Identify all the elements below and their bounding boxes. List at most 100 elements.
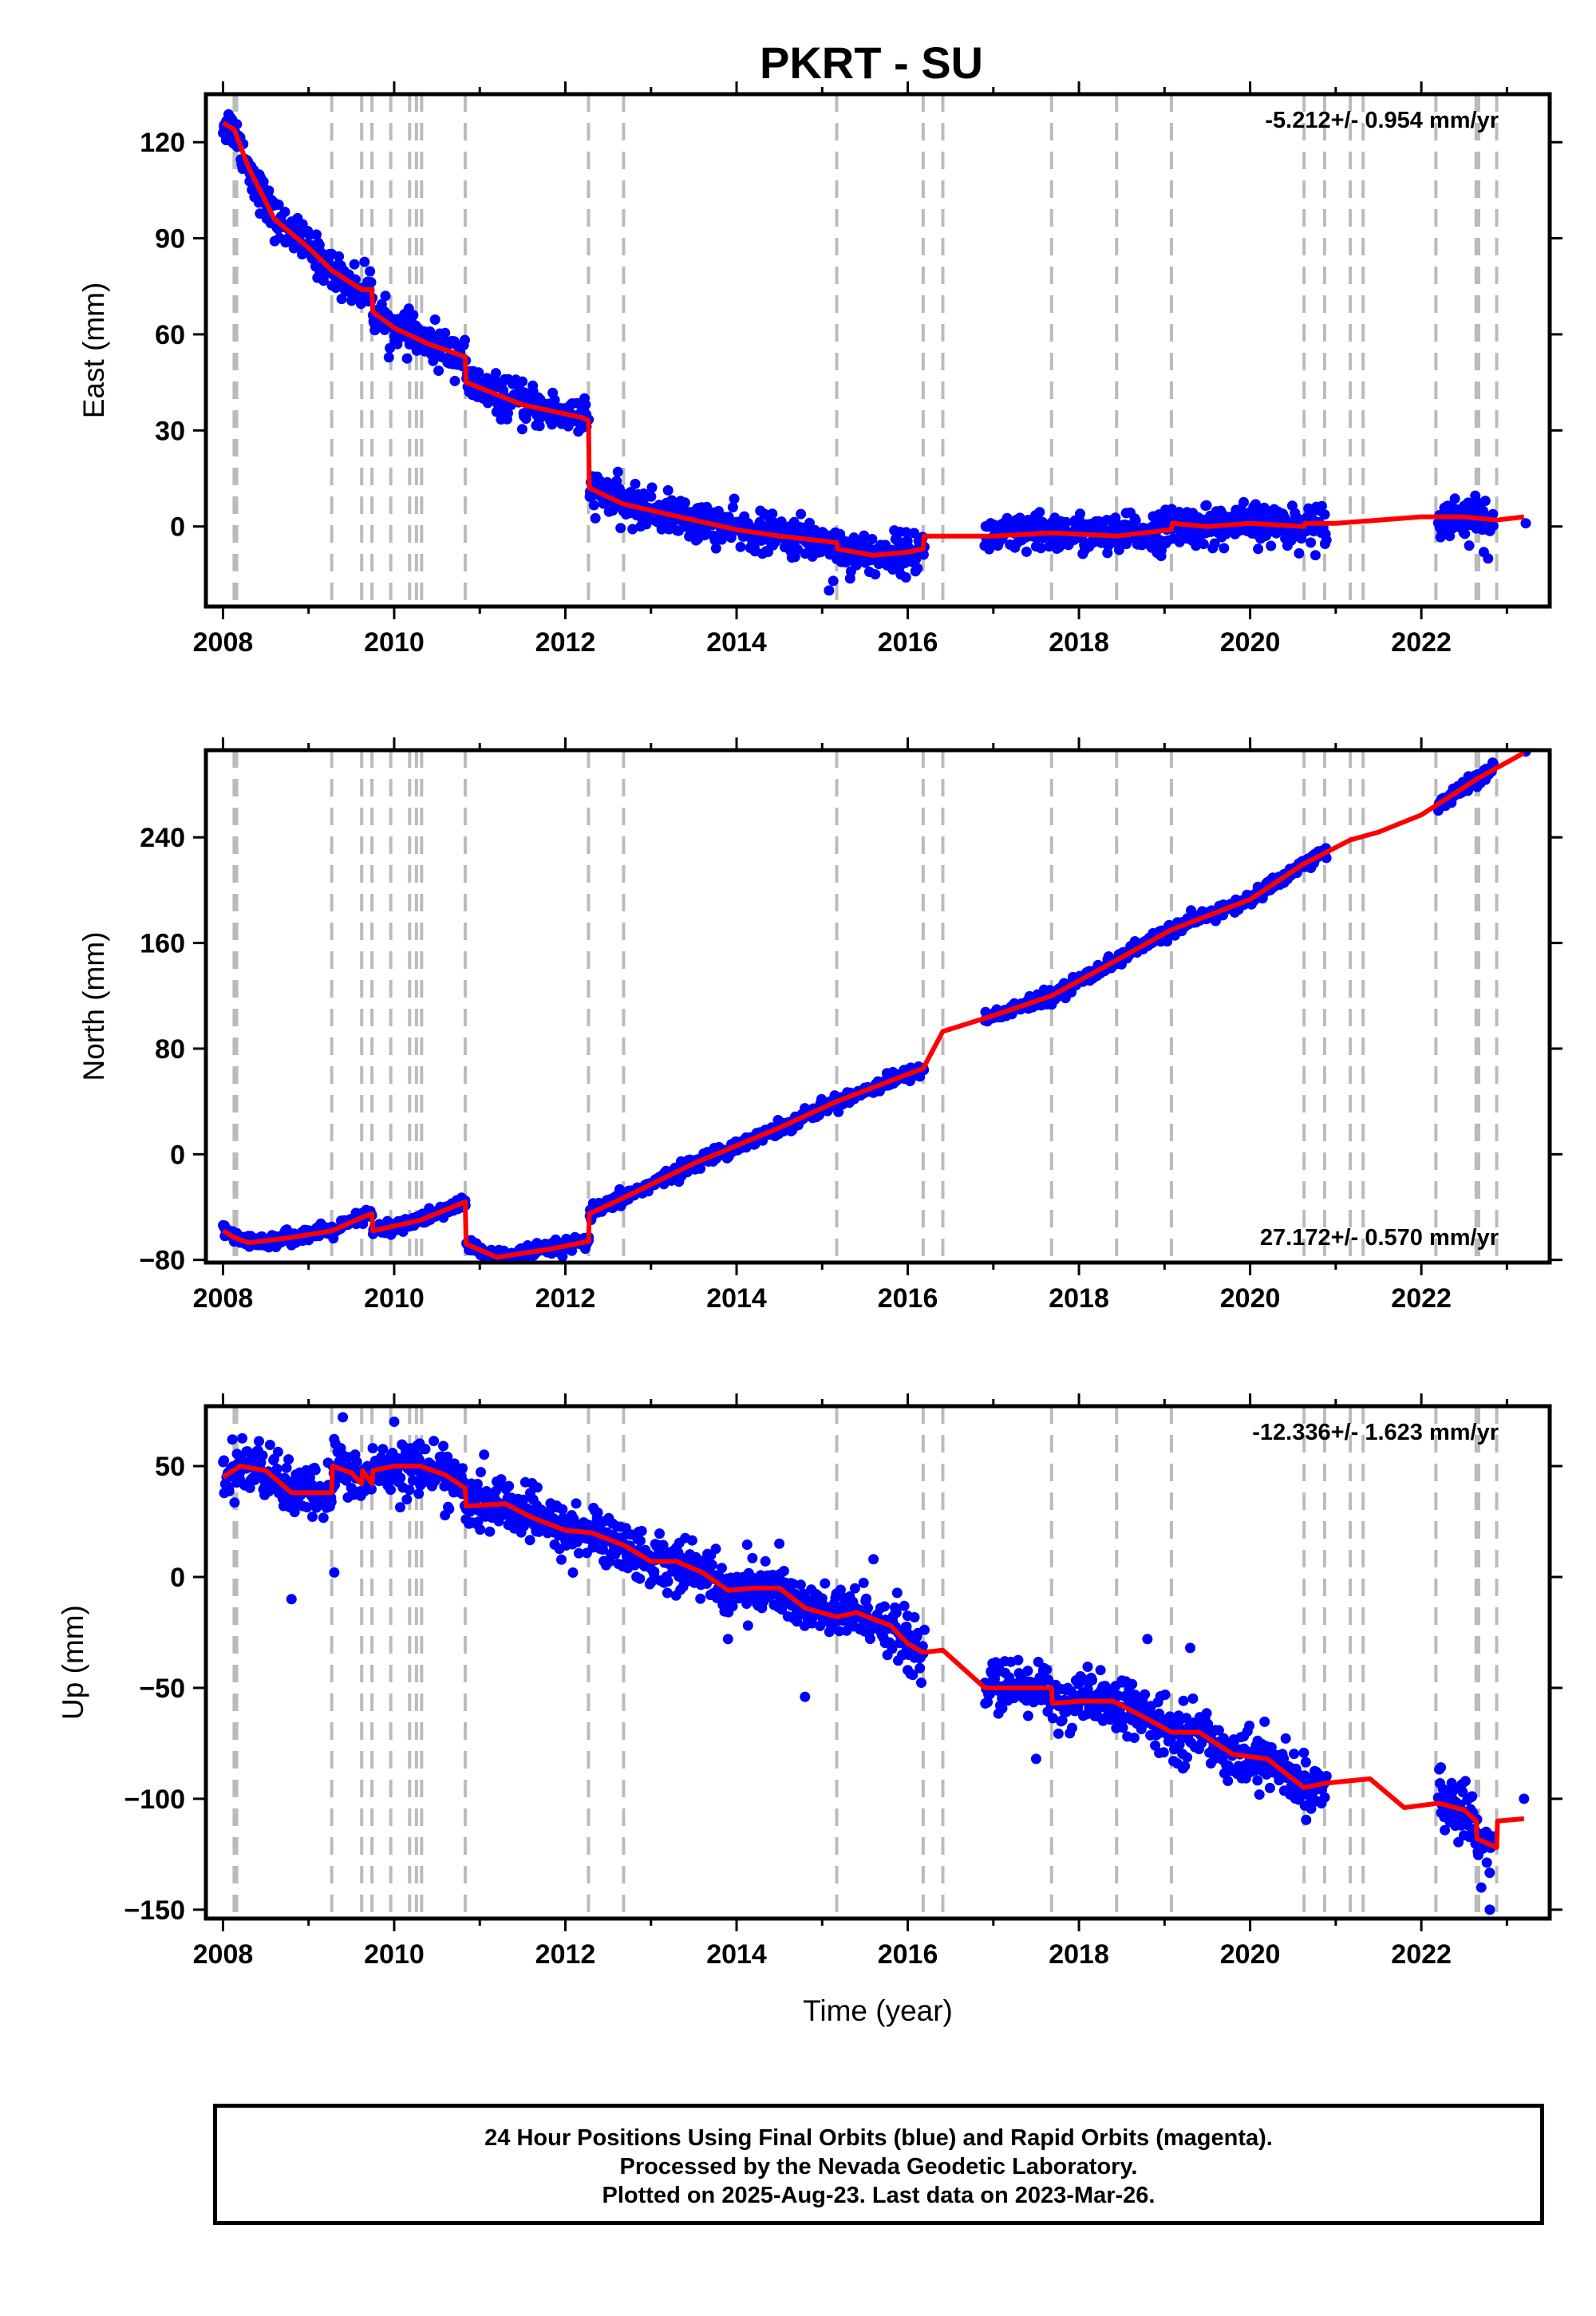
data-point [1484, 1904, 1495, 1915]
data-point [366, 1484, 377, 1495]
data-point [774, 1538, 785, 1549]
data-point [407, 1475, 418, 1486]
data-point [1316, 500, 1327, 512]
data-point [858, 1577, 869, 1588]
data-point [1179, 1761, 1191, 1772]
data-point [1140, 1689, 1151, 1700]
y-tick-label: 60 [155, 320, 185, 350]
data-point [861, 1593, 871, 1604]
data-point [592, 1507, 603, 1518]
data-point [1061, 516, 1072, 528]
y-tick-label: −80 [139, 1246, 185, 1276]
data-point [1319, 1792, 1330, 1803]
data-point [636, 1525, 647, 1536]
data-point [879, 1601, 890, 1612]
data-point [1087, 1674, 1098, 1686]
data-point [1266, 540, 1277, 551]
data-point [588, 500, 599, 511]
data-point [788, 1579, 799, 1590]
data-point [729, 493, 740, 504]
data-point [1067, 1722, 1077, 1733]
data-point [1484, 1867, 1495, 1879]
data-point [804, 517, 815, 528]
data-point [767, 508, 778, 520]
data-point [557, 1504, 568, 1515]
y-axis-label: North (mm) [77, 931, 110, 1081]
data-point [760, 1555, 771, 1567]
y-tick-label: 0 [170, 512, 185, 543]
data-point [848, 532, 859, 543]
data-point [778, 1566, 789, 1576]
data-point [503, 408, 513, 419]
data-point [1479, 496, 1491, 507]
data-points-up [218, 1412, 1530, 1915]
data-point [484, 1526, 496, 1537]
data-point [1310, 550, 1321, 561]
data-point [377, 1444, 389, 1455]
data-point [717, 1563, 727, 1574]
x-tick-label: 2018 [1049, 1939, 1109, 1970]
data-point [571, 1498, 582, 1509]
data-point [919, 1624, 930, 1635]
y-tick-label: 0 [170, 1140, 185, 1170]
data-point [727, 1601, 738, 1612]
data-point [1130, 515, 1141, 526]
data-point [863, 1603, 873, 1614]
data-point [1041, 1664, 1053, 1675]
data-point [598, 1544, 609, 1555]
data-point [741, 1539, 753, 1550]
data-point [306, 1479, 317, 1490]
x-tick-label: 2022 [1391, 1283, 1452, 1314]
data-point [982, 1697, 994, 1708]
chart-title: PKRT - SU [760, 38, 983, 88]
x-tick-label: 2008 [193, 1283, 254, 1314]
data-point [792, 543, 803, 555]
data-point [833, 1106, 844, 1117]
panel-east: 2008 2010 2012 2014 2016 2018 2020 202203060901… [77, 81, 1562, 658]
data-point [1035, 543, 1046, 554]
x-tick-label: 2018 [1049, 627, 1109, 658]
data-point [792, 1616, 803, 1627]
data-point [395, 1502, 405, 1513]
data-point [662, 484, 674, 496]
data-point [334, 251, 345, 262]
data-point [257, 1450, 268, 1461]
data-point [580, 399, 591, 410]
data-point [307, 1512, 318, 1522]
panel-north: 2008 2010 2012 2014 2016 2018 2020 2022−8008016… [77, 737, 1562, 1314]
data-point [909, 528, 920, 539]
data-point [1464, 540, 1475, 551]
data-point [1095, 1665, 1106, 1676]
data-point [444, 1504, 455, 1515]
data-point [442, 1451, 453, 1462]
x-tick-label: 2010 [364, 1283, 425, 1314]
data-point [1117, 1722, 1128, 1733]
data-point [1467, 1791, 1478, 1802]
data-point [281, 1462, 292, 1473]
data-point [1244, 1720, 1255, 1731]
data-point [1481, 1857, 1492, 1868]
data-point [887, 1643, 898, 1654]
data-point [258, 176, 269, 188]
data-point [646, 491, 657, 502]
data-point [741, 1599, 753, 1609]
x-tick-label: 2020 [1220, 627, 1281, 658]
data-point [349, 259, 360, 270]
data-point [365, 266, 376, 277]
data-point [311, 229, 322, 240]
data-point [273, 200, 284, 210]
x-tick-label: 2020 [1220, 1283, 1281, 1314]
data-point [1487, 508, 1499, 520]
data-point [1082, 1662, 1093, 1672]
data-point [1321, 535, 1332, 546]
footer-line-3: Plotted on 2025-Aug-23. Last data on 202… [602, 2183, 1156, 2208]
data-point [1142, 1634, 1153, 1645]
plot-area-north [218, 750, 1531, 1263]
y-tick-label: −50 [139, 1674, 185, 1704]
data-point [326, 1496, 337, 1508]
data-point [1253, 543, 1264, 555]
x-tick-label: 2012 [535, 627, 596, 658]
data-point [1201, 1708, 1212, 1719]
data-point [800, 1691, 811, 1702]
data-point [1460, 528, 1471, 539]
